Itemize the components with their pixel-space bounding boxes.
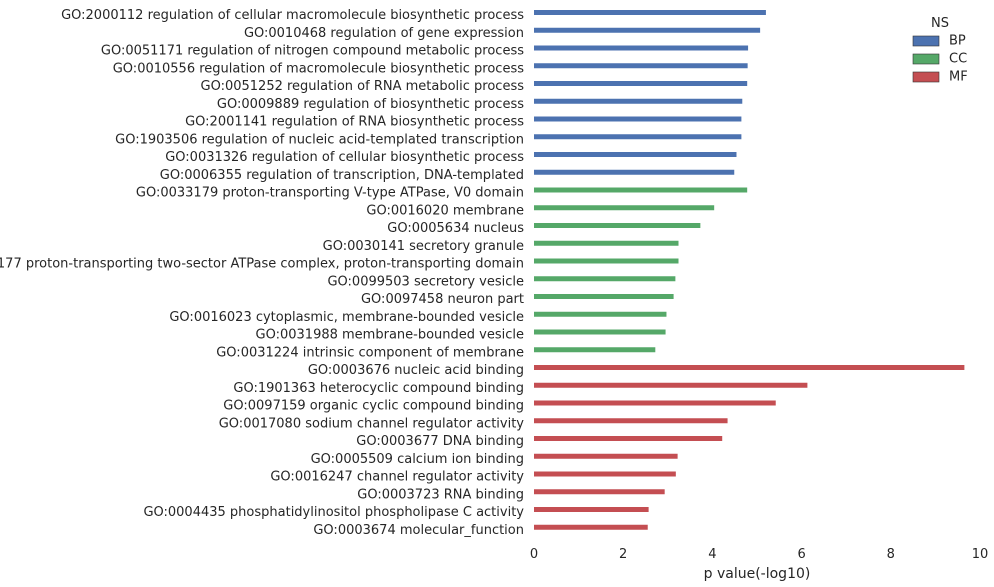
bar-bp-1	[534, 10, 766, 15]
category-label-2: GO:0010468 regulation of gene expression	[244, 26, 524, 41]
category-label-25: GO:0003677 DNA binding	[356, 434, 524, 449]
bar-mf-23	[534, 400, 776, 406]
category-label-19: GO:0031988 membrane-bounded vesicle	[256, 328, 524, 343]
bar-cc-13	[534, 223, 701, 228]
category-label-11: GO:0033179 proton-transporting V-type AT…	[136, 186, 524, 201]
bar-cc-14	[534, 240, 679, 246]
bar-bp-2	[534, 27, 761, 33]
bar-bp-6	[534, 98, 743, 104]
category-label-28: GO:0003723 RNA binding	[357, 487, 524, 502]
category-label-18: GO:0016023 cytoplasmic, membrane-bounded…	[169, 310, 524, 325]
bar-mf-21	[534, 365, 965, 370]
category-label-5: GO:0051252 regulation of RNA metabolic p…	[201, 79, 525, 94]
legend-swatch-cc	[912, 53, 940, 65]
category-label-27: GO:0016247 channel regulator activity	[270, 470, 524, 485]
x-axis-title: p value(-log10)	[704, 566, 811, 582]
bar-cc-15	[534, 258, 679, 264]
bar-cc-20	[534, 347, 656, 353]
x-tick-label-0: 0	[530, 547, 538, 562]
category-label-22: GO:1901363 heterocyclic compound binding	[233, 381, 524, 396]
bar-cc-12	[534, 205, 715, 211]
bar-bp-4	[534, 63, 748, 69]
category-label-20: GO:0031224 intrinsic component of membra…	[216, 345, 524, 360]
category-label-29: GO:0004435 phosphatidylinositol phosphol…	[143, 505, 524, 520]
bar-bp-3	[534, 45, 749, 51]
bars	[534, 10, 965, 530]
category-labels: GO:2000112 regulation of cellular macrom…	[0, 8, 524, 538]
legend: NS BP CC MF	[912, 16, 968, 85]
category-label-17: GO:0097458 neuron part	[361, 292, 524, 307]
bar-bp-10	[534, 169, 735, 175]
bar-mf-29	[534, 507, 649, 512]
bar-cc-16	[534, 276, 676, 282]
legend-label-bp: BP	[949, 34, 966, 49]
category-label-14: GO:0030141 secretory granule	[323, 239, 524, 254]
category-label-7: GO:2001141 regulation of RNA biosyntheti…	[185, 115, 524, 130]
category-label-24: GO:0017080 sodium channel regulator acti…	[219, 416, 525, 431]
legend-label-mf: MF	[949, 70, 968, 85]
category-label-8: GO:1903506 regulation of nucleic acid-te…	[115, 132, 524, 147]
bar-bp-7	[534, 116, 742, 122]
legend-label-cc: CC	[949, 52, 967, 67]
x-tick-label-4: 4	[708, 547, 716, 562]
bar-cc-19	[534, 329, 666, 335]
x-tick-label-2: 2	[619, 547, 627, 562]
bar-mf-24	[534, 418, 728, 424]
bar-mf-28	[534, 489, 665, 495]
category-label-13: GO:0005634 nucleus	[387, 221, 524, 236]
category-label-16: GO:0099503 secretory vesicle	[327, 274, 524, 289]
x-tick-label-10: 10	[972, 547, 989, 562]
bar-bp-9	[534, 152, 737, 157]
category-label-3: GO:0051171 regulation of nitrogen compou…	[101, 44, 524, 59]
bar-cc-11	[534, 187, 748, 193]
x-tick-label-6: 6	[797, 547, 805, 562]
category-label-10: GO:0006355 regulation of transcription, …	[160, 168, 524, 183]
category-label-30: GO:0003674 molecular_function	[313, 523, 524, 538]
category-label-21: GO:0003676 nucleic acid binding	[308, 363, 524, 378]
bar-mf-22	[534, 382, 808, 388]
category-label-6: GO:0009889 regulation of biosynthetic pr…	[217, 97, 524, 112]
category-label-26: GO:0005509 calcium ion binding	[311, 452, 524, 467]
legend-swatch-mf	[912, 71, 940, 83]
category-label-15: GO:0033177 proton-transporting two-secto…	[0, 257, 524, 272]
category-label-9: GO:0031326 regulation of cellular biosyn…	[165, 150, 524, 165]
bar-bp-5	[534, 81, 748, 86]
category-label-1: GO:2000112 regulation of cellular macrom…	[61, 8, 524, 23]
legend-title: NS	[931, 16, 949, 31]
legend-swatch-bp	[912, 35, 940, 47]
bar-mf-26	[534, 453, 678, 459]
bar-mf-30	[534, 524, 648, 530]
category-label-12: GO:0016020 membrane	[366, 203, 524, 218]
bar-mf-27	[534, 471, 676, 477]
category-label-23: GO:0097159 organic cyclic compound bindi…	[223, 399, 524, 414]
x-tick-label-8: 8	[887, 547, 895, 562]
x-axis-ticks: 0 2 4 6 8 10	[530, 547, 988, 562]
bar-mf-25	[534, 436, 723, 441]
bar-cc-18	[534, 311, 667, 317]
category-label-4: GO:0010556 regulation of macromolecule b…	[113, 61, 524, 76]
bar-cc-17	[534, 294, 674, 299]
bar-bp-8	[534, 134, 742, 140]
